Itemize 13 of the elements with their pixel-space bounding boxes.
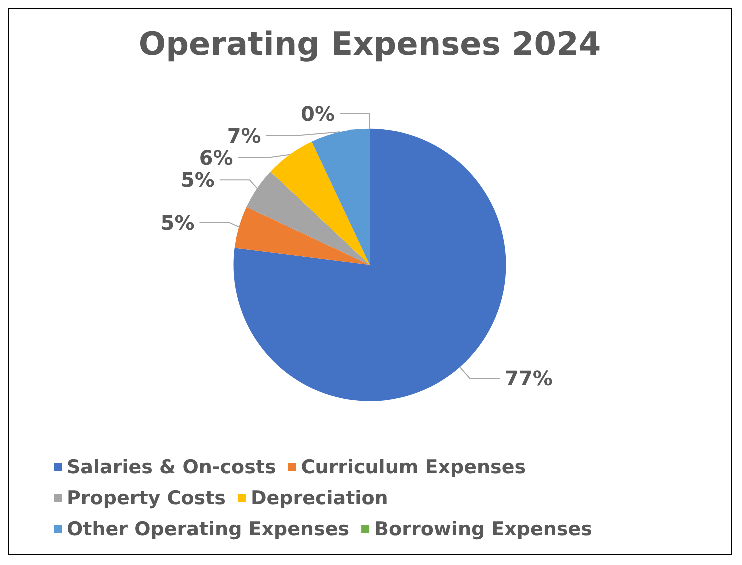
data-label: 5% — [160, 210, 195, 235]
chart-title: Operating Expenses 2024 — [138, 25, 602, 63]
legend-label: Curriculum Expenses — [301, 456, 526, 478]
legend-label: Other Operating Expenses — [67, 518, 350, 540]
data-label: 77% — [505, 366, 553, 391]
legend-label: Property Costs — [67, 488, 226, 510]
data-label: 5% — [180, 168, 215, 192]
legend-label: Depreciation — [250, 488, 388, 510]
text: 0% — [301, 102, 335, 126]
data-label: 7% — [227, 124, 262, 148]
legend-label: Salaries & On-costs — [67, 456, 276, 478]
legend-label: Borrowing Expenses — [374, 518, 592, 540]
data-label: 6% — [199, 146, 234, 170]
